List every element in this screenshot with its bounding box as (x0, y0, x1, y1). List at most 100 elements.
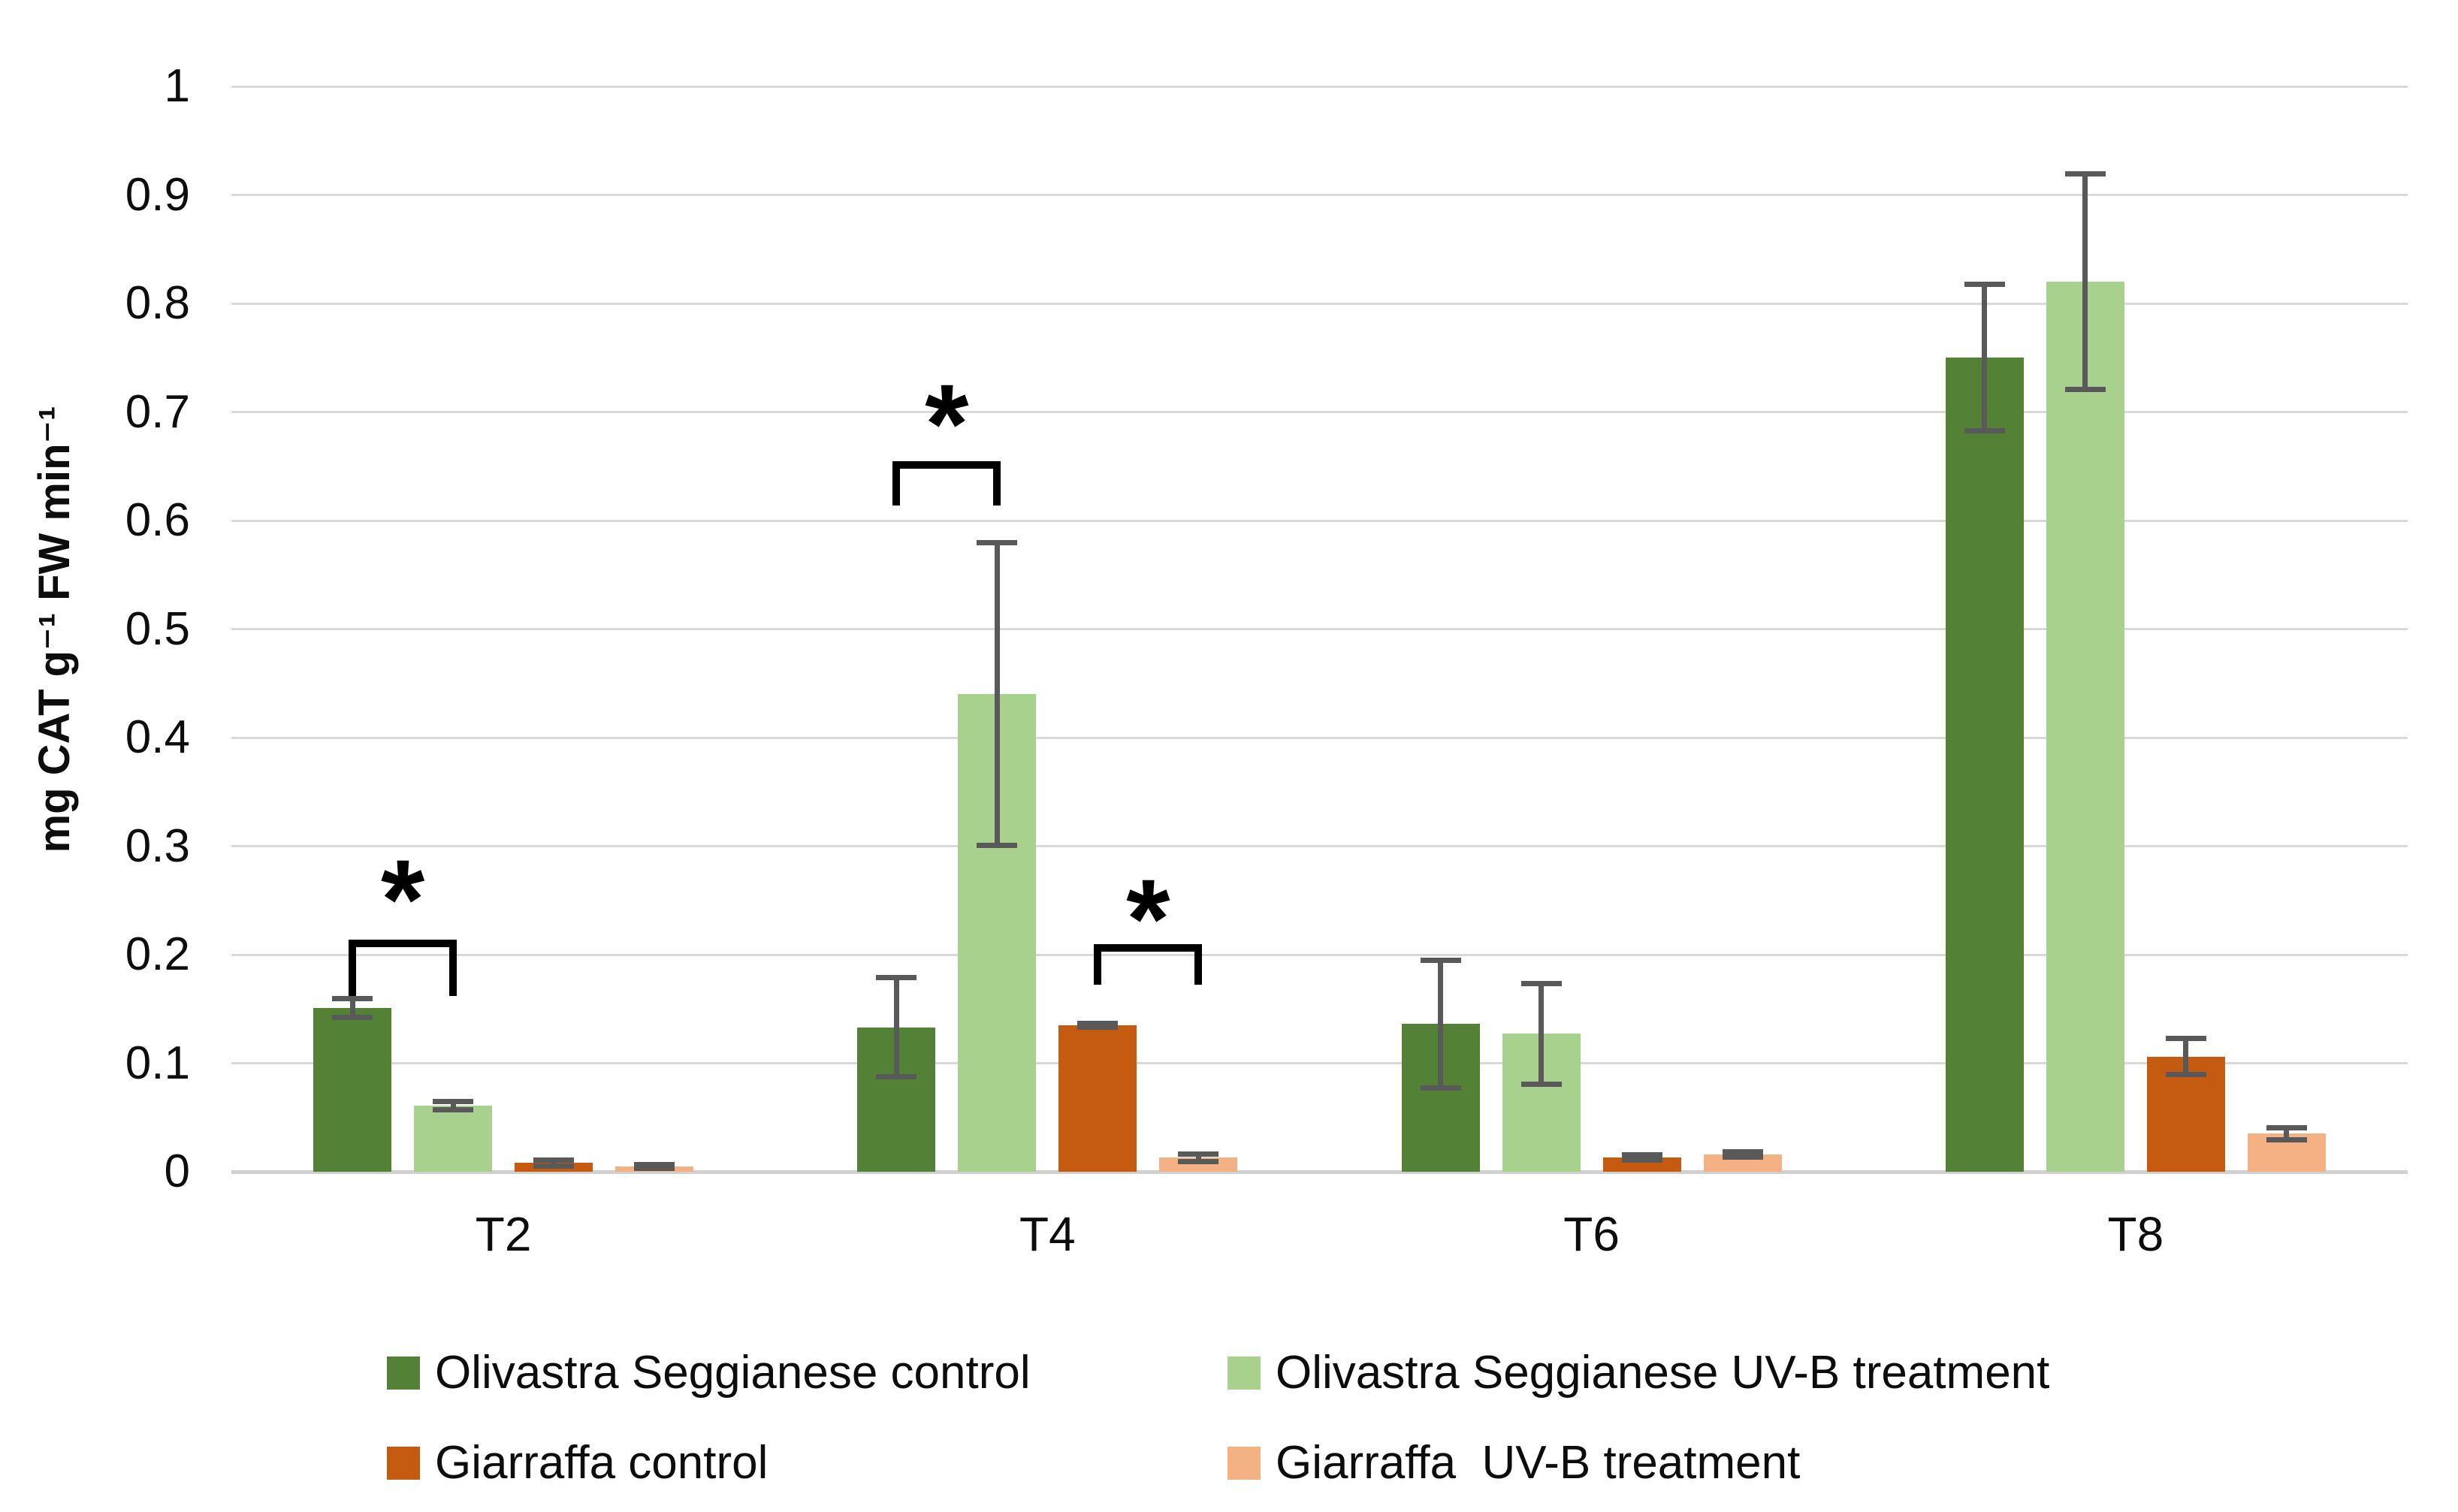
gridline-0.7 (231, 411, 2408, 413)
error-bar-cap (1420, 958, 1461, 964)
legend-swatch-giarraffa-control (387, 1447, 420, 1480)
error-bar-stem (349, 995, 355, 1020)
error-bar-cap (1178, 1158, 1219, 1164)
error-bar-cap (977, 843, 1018, 849)
error-bar-cap (2266, 1124, 2307, 1130)
significance-asterisk-T4-3: * (1126, 855, 1170, 982)
y-tick-label-0.3: 0.3 (125, 819, 190, 872)
error-bar-stem (450, 1099, 456, 1112)
gridline-0.9 (231, 194, 2408, 196)
error-bar-cap (1520, 1082, 1562, 1088)
x-tick-label-T6: T6 (1563, 1207, 1620, 1261)
error-bar-giarraffa-uv-b-treatment-T6 (1722, 1148, 1763, 1160)
error-bar-olivastra-seggianese-uv-b-treatment-T6 (1520, 980, 1562, 1088)
error-bar-cap (533, 1163, 575, 1169)
error-bar-olivastra-seggianese-control-T2 (332, 995, 373, 1020)
error-bar-cap (533, 1157, 575, 1163)
error-bar-cap (1722, 1148, 1763, 1154)
error-bar-olivastra-seggianese-uv-b-treatment-T2 (433, 1099, 474, 1112)
error-bar-olivastra-seggianese-control-T6 (1420, 958, 1461, 1091)
error-bar-olivastra-seggianese-control-T8 (1964, 282, 2005, 434)
error-bar-cap (977, 540, 1018, 545)
error-bar-stem (2082, 171, 2088, 393)
error-bar-stem (2183, 1036, 2189, 1078)
error-bar-stem (1982, 282, 1988, 434)
error-bar-cap (1178, 1151, 1219, 1157)
legend-swatch-olivastra-control (387, 1357, 420, 1390)
error-bar-giarraffa-uv-b-treatment-T2 (634, 1161, 675, 1171)
legend-label-olivastra-control: Olivastra Seggianese control (435, 1347, 1031, 1399)
error-bar-giarraffa-control-T2 (533, 1157, 575, 1169)
error-bar-cap (1420, 1085, 1461, 1091)
bar-olivastra-seggianese-uv-b-treatment-T2 (414, 1105, 493, 1172)
significance-bracket-T4-3 (1094, 943, 1203, 985)
error-bar-stem (2284, 1124, 2290, 1142)
gridline-0.3 (231, 845, 2408, 847)
error-bar-olivastra-seggianese-control-T4 (876, 975, 917, 1080)
legend-item-giarraffa-uvb: Giarraffa UV-B treatment (1227, 1439, 1800, 1487)
error-bar-cap (332, 995, 373, 1001)
y-tick-label-0.4: 0.4 (125, 711, 190, 763)
error-bar-stem (1539, 980, 1545, 1088)
error-bar-cap (2064, 171, 2106, 177)
error-bar-stem (994, 540, 1000, 849)
error-bar-stem (1740, 1148, 1746, 1160)
error-bar-stem (893, 975, 899, 1080)
significance-asterisk-T4-2: * (925, 360, 969, 487)
y-tick-label-0.1: 0.1 (125, 1037, 190, 1089)
x-axis-baseline (231, 1169, 2408, 1174)
bar-olivastra-seggianese-control-T8 (1945, 358, 2024, 1172)
legend-label-giarraffa-uvb: Giarraffa UV-B treatment (1276, 1437, 1801, 1489)
error-bar-giarraffa-control-T6 (1621, 1151, 1662, 1163)
error-bar-cap (2165, 1036, 2206, 1042)
gridline-0.8 (231, 302, 2408, 305)
error-bar-cap (2266, 1136, 2307, 1142)
legend-label-giarraffa-control: Giarraffa control (435, 1437, 769, 1489)
error-bar-cap (1964, 282, 2005, 288)
y-tick-label-0.8: 0.8 (125, 277, 190, 329)
y-tick-label-0: 0 (164, 1145, 190, 1197)
error-bar-cap (876, 1074, 917, 1080)
significance-asterisk-T2-1: * (380, 835, 425, 962)
x-tick-label-T8: T8 (2107, 1207, 2164, 1261)
x-tick-label-T2: T2 (475, 1207, 532, 1261)
error-bar-stem (1195, 1151, 1201, 1164)
error-bar-cap (876, 975, 917, 981)
y-tick-label-0.2: 0.2 (125, 928, 190, 980)
y-tick-label-1: 1 (164, 60, 190, 112)
error-bar-cap (1520, 980, 1562, 986)
error-bar-stem (1639, 1151, 1645, 1163)
error-bar-cap (1077, 1024, 1119, 1030)
error-bar-olivastra-seggianese-uv-b-treatment-T8 (2064, 171, 2106, 393)
gridline-1 (231, 85, 2408, 88)
error-bar-giarraffa-uv-b-treatment-T4 (1178, 1151, 1219, 1164)
error-bar-cap (1722, 1154, 1763, 1160)
significance-bracket-T2-1 (349, 939, 457, 996)
y-tick-label-0.6: 0.6 (125, 494, 190, 546)
error-bar-giarraffa-control-T8 (2165, 1036, 2206, 1078)
error-bar-cap (1621, 1157, 1662, 1163)
error-bar-cap (634, 1161, 675, 1167)
error-bar-cap (1077, 1021, 1119, 1027)
error-bar-olivastra-seggianese-uv-b-treatment-T4 (977, 540, 1018, 849)
bar-olivastra-seggianese-uv-b-treatment-T8 (2046, 282, 2124, 1172)
plot-area: * * * (231, 85, 2408, 1174)
legend-swatch-olivastra-uvb (1227, 1357, 1261, 1390)
gridline-0.4 (231, 736, 2408, 739)
legend-item-olivastra-control: Olivastra Seggianese control (387, 1349, 1031, 1397)
gridline-0.2 (231, 953, 2408, 956)
y-tick-label-0.7: 0.7 (125, 385, 190, 438)
gridline-0.6 (231, 519, 2408, 522)
legend-item-olivastra-uvb: Olivastra Seggianese UV-B treatment (1227, 1349, 2049, 1397)
error-bar-stem (1438, 958, 1444, 1091)
error-bar-giarraffa-control-T4 (1077, 1021, 1119, 1030)
legend-label-olivastra-uvb: Olivastra Seggianese UV-B treatment (1276, 1347, 2050, 1399)
x-tick-label-T4: T4 (1019, 1207, 1076, 1261)
error-bar-giarraffa-uv-b-treatment-T8 (2266, 1124, 2307, 1142)
error-bar-cap (332, 1014, 373, 1020)
error-bar-stem (551, 1157, 557, 1169)
legend-swatch-giarraffa-uvb (1227, 1447, 1261, 1480)
bar-giarraffa-control-T4 (1058, 1025, 1137, 1172)
y-tick-label-0.9: 0.9 (125, 168, 190, 221)
